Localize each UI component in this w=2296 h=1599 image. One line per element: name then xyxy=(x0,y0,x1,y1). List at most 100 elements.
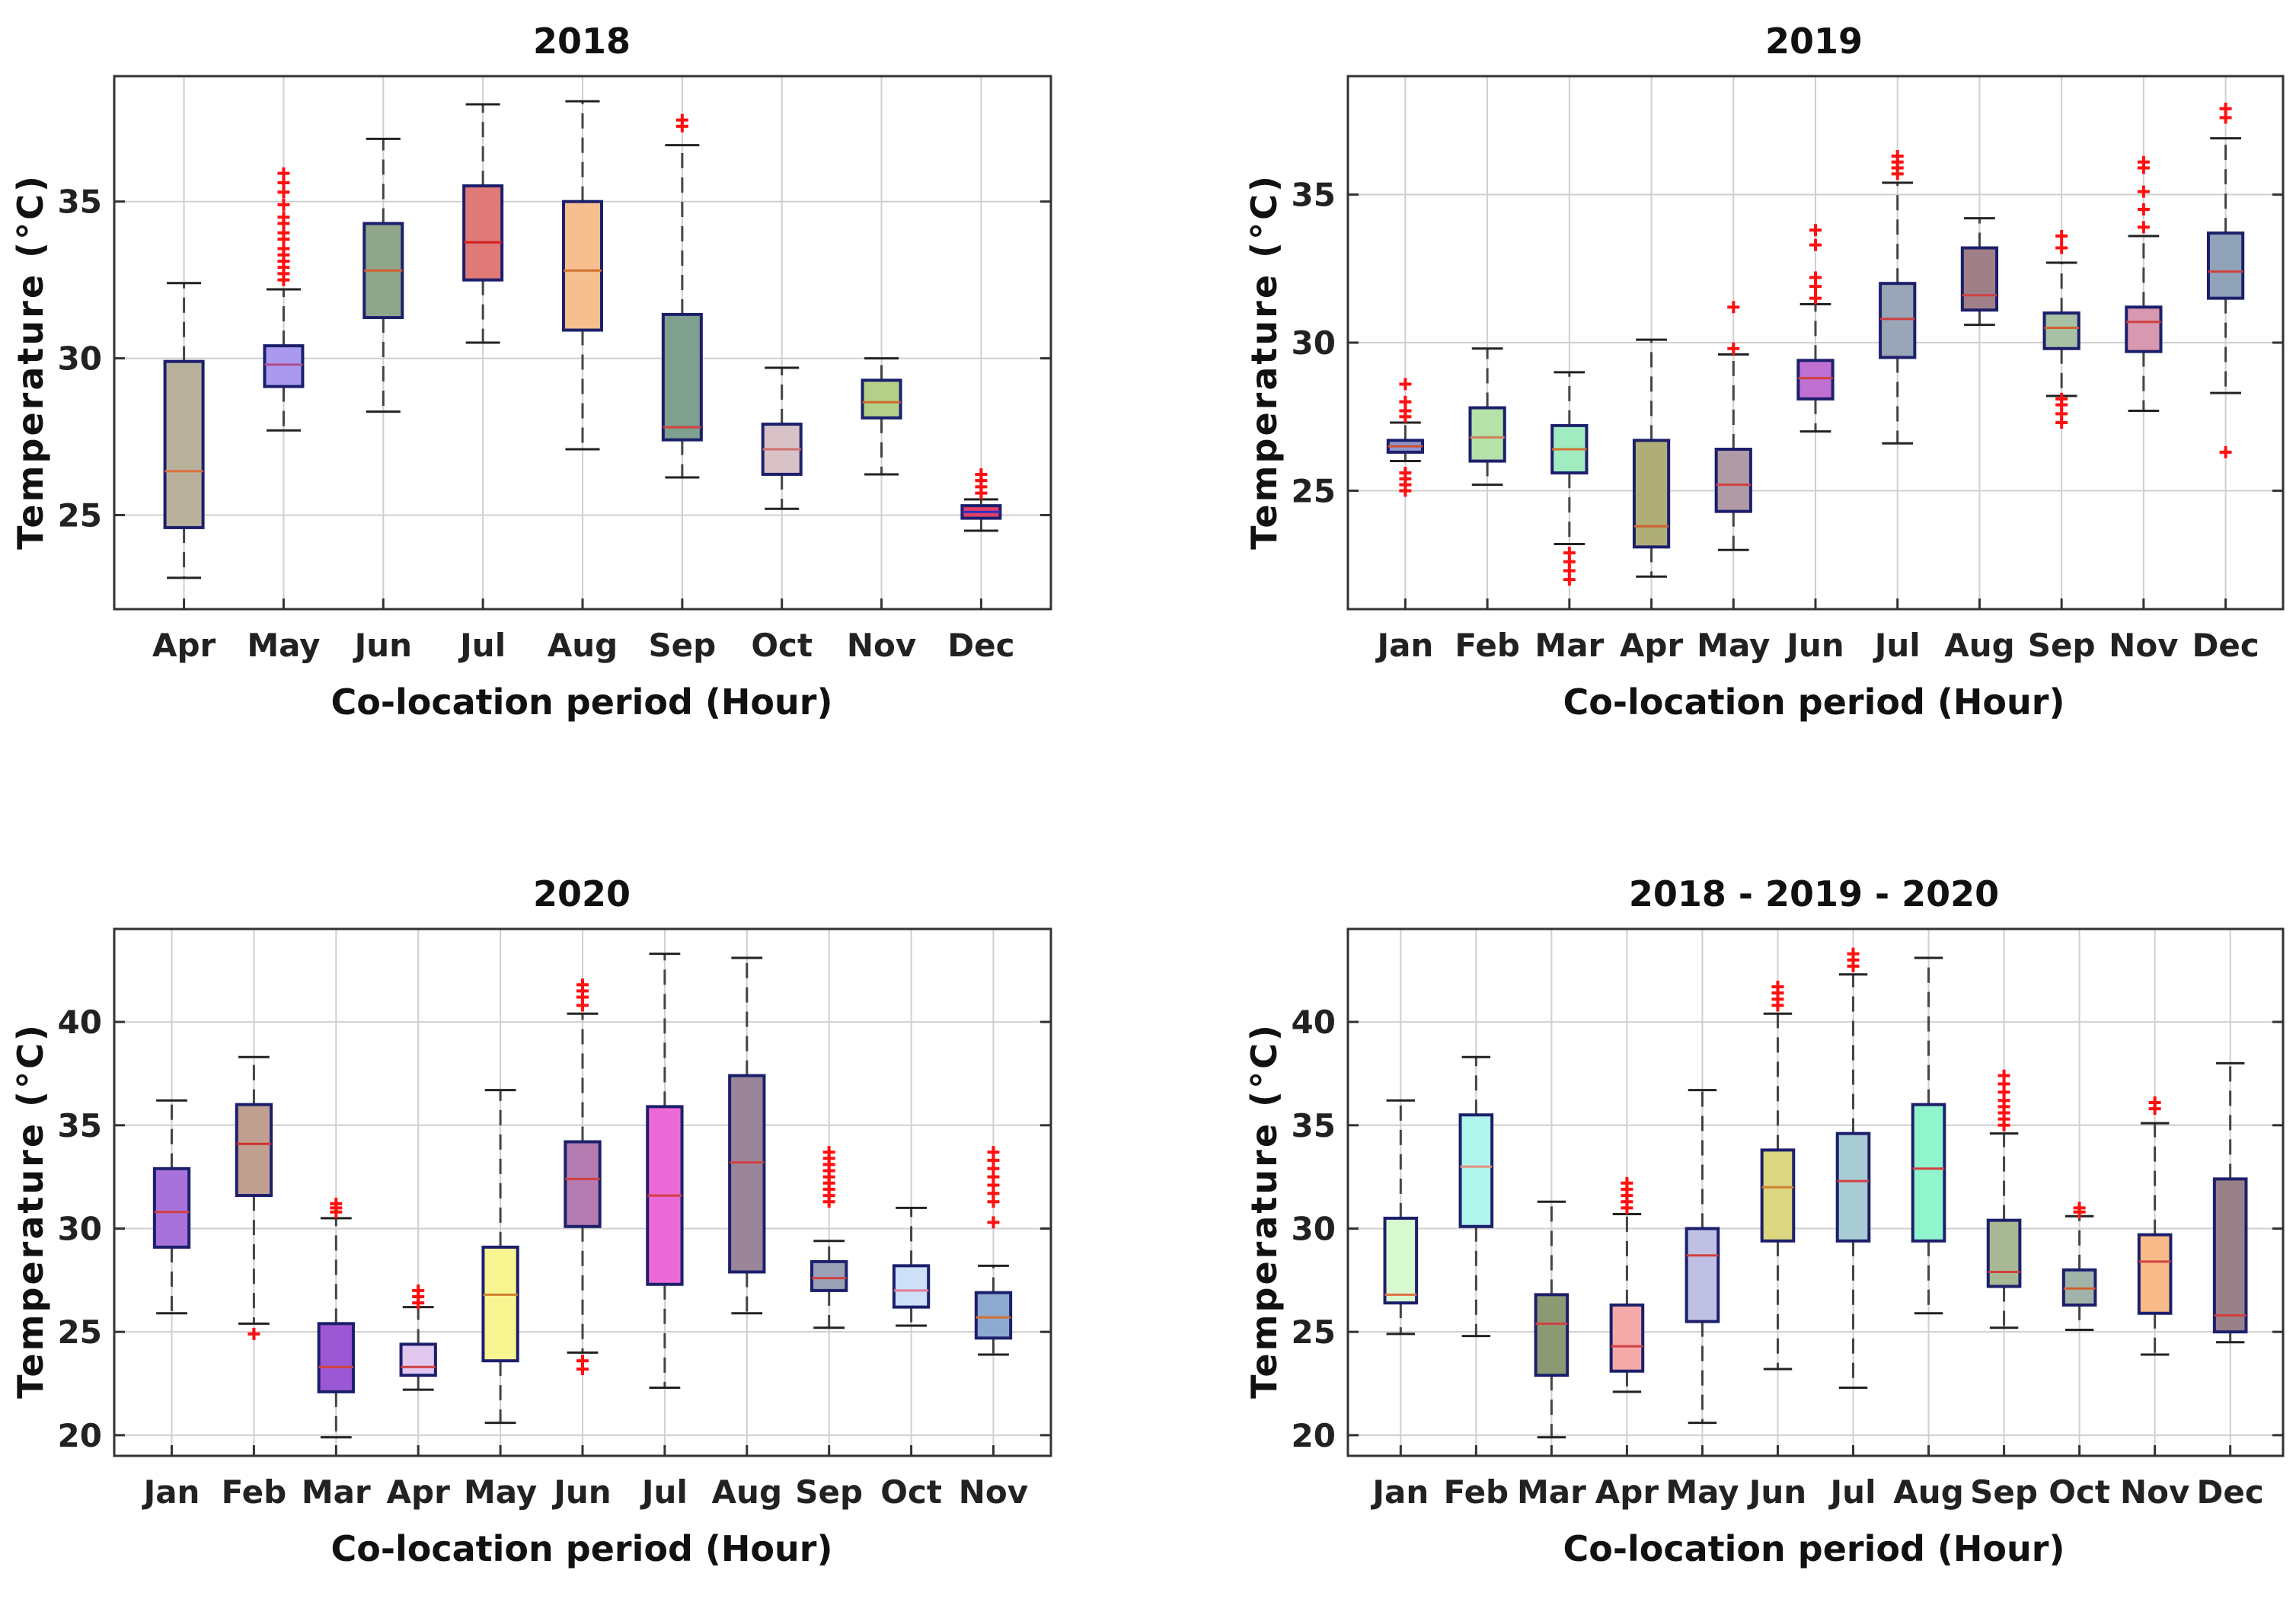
iqr-box xyxy=(2125,305,2163,353)
outlier xyxy=(330,1197,343,1210)
outlier xyxy=(576,978,589,991)
y-tick-label: 40 xyxy=(58,1004,102,1041)
outlier xyxy=(2219,102,2232,115)
box-may xyxy=(1714,301,1752,551)
box-mar xyxy=(1534,1200,1570,1439)
plot-area: 20 25 30 35 40 Jan Feb Mar Apr May Jun Jul Aug Sep Oct… xyxy=(58,927,1052,1511)
x-tick-label: Aug xyxy=(1893,1473,1963,1511)
iqr-box xyxy=(861,378,902,420)
outlier xyxy=(2055,241,2068,254)
outlier xyxy=(576,1355,589,1368)
outlier xyxy=(1399,467,1412,480)
x-tick-label: Jun xyxy=(1784,627,1844,664)
iqr-box xyxy=(462,184,504,282)
x-tick-label: Sep xyxy=(2028,627,2096,664)
iqr-box xyxy=(810,1259,848,1292)
y-tick-label: 30 xyxy=(1292,324,1336,362)
iqr-box xyxy=(661,312,703,442)
outlier xyxy=(975,468,988,480)
iqr-box xyxy=(1760,1148,1796,1243)
y-tick-label: 35 xyxy=(1292,1107,1336,1144)
outlier xyxy=(2148,1096,2161,1109)
iqr-box xyxy=(399,1342,437,1377)
x-axis-label: Co-location period (Hour) xyxy=(331,681,833,723)
x-tick-label: Apr xyxy=(1595,1473,1659,1511)
y-tick-label: 35 xyxy=(1292,177,1336,214)
x-tick-label: Sep xyxy=(648,627,716,664)
iqr-box xyxy=(1986,1218,2022,1288)
box-mar xyxy=(317,1197,355,1439)
iqr-box xyxy=(1383,1216,1419,1305)
box-nov xyxy=(2137,1096,2173,1356)
outlier xyxy=(822,1146,835,1159)
box-nov xyxy=(861,357,902,476)
x-tick-label: Nov xyxy=(2120,1473,2189,1511)
x-tick-label: Sep xyxy=(795,1473,863,1511)
x-tick-label: Aug xyxy=(712,1473,782,1511)
box-jun xyxy=(1796,224,1835,433)
outlier xyxy=(1891,150,1904,162)
x-tick-label: Jul xyxy=(640,1473,688,1511)
box-feb xyxy=(1458,1055,1494,1338)
box-dec xyxy=(960,468,1002,532)
box-nov xyxy=(974,1146,1013,1356)
plot-area: 25 30 35 Apr May Jun Jul Aug Sep Oct Nov Dec xyxy=(58,75,1052,664)
x-axis-label: Co-location period (Hour) xyxy=(1563,681,2065,723)
x-axis-label: Co-location period (Hour) xyxy=(1563,1528,2065,1569)
x-tick-label: Oct xyxy=(880,1473,942,1511)
box-feb xyxy=(1468,347,1506,487)
y-axis-label: Temperature (°C) xyxy=(1244,174,1285,550)
outlier xyxy=(1809,292,1822,305)
y-tick-label: 35 xyxy=(58,184,102,221)
box-jul xyxy=(1835,947,1871,1389)
iqr-box xyxy=(1609,1303,1645,1373)
outlier xyxy=(1727,342,1740,355)
outlier xyxy=(2219,445,2232,458)
panel-title: 2018 xyxy=(533,21,631,62)
outlier xyxy=(412,1284,425,1297)
box-jul xyxy=(646,953,684,1389)
outlier xyxy=(1621,1176,1633,1189)
x-tick-label: Nov xyxy=(847,627,916,664)
y-axis-label: Temperature (°C) xyxy=(10,174,51,550)
y-axis-label: Temperature (°C) xyxy=(10,1023,51,1399)
x-tick-label: Mar xyxy=(1534,627,1604,664)
iqr-box xyxy=(317,1322,355,1393)
outlier xyxy=(2137,155,2150,168)
box-feb xyxy=(235,1055,273,1340)
x-tick-label: Feb xyxy=(1444,1473,1509,1511)
iqr-box xyxy=(1684,1227,1720,1323)
panel-2019: 2019 25 30 35 Jan Feb Mar Apr May Jun Jul Aug Sep No… xyxy=(1244,21,2285,723)
iqr-box xyxy=(235,1103,273,1198)
x-axis-label: Co-location period (Hour) xyxy=(331,1528,833,1569)
x-tick-label: Jul xyxy=(458,627,506,664)
outlier xyxy=(2073,1202,2086,1214)
iqr-box xyxy=(152,1167,191,1249)
panel-2018: 2018 25 30 35 Apr May Jun Jul Aug Sep Oct Nov Dec C… xyxy=(10,21,1052,723)
iqr-box xyxy=(1879,282,1917,359)
box-may xyxy=(263,167,305,432)
box-aug xyxy=(562,100,603,451)
box-jun xyxy=(362,137,404,413)
box-dec xyxy=(2206,102,2245,458)
x-tick-label: Nov xyxy=(2109,627,2178,664)
y-tick-label: 25 xyxy=(1292,472,1336,509)
iqr-box xyxy=(2137,1233,2173,1315)
iqr-box xyxy=(1796,359,1835,401)
y-tick-label: 25 xyxy=(1292,1313,1336,1351)
box-jul xyxy=(1879,150,1917,445)
y-tick-label: 35 xyxy=(58,1107,102,1144)
x-tick-label: Aug xyxy=(1944,627,2014,664)
outlier xyxy=(1399,378,1412,391)
x-tick-label: Dec xyxy=(947,627,1014,664)
iqr-box xyxy=(1468,406,1506,463)
x-tick-label: Oct xyxy=(2049,1473,2110,1511)
box-dec xyxy=(2212,1061,2248,1344)
box-jan xyxy=(152,1099,191,1315)
x-tick-label: Oct xyxy=(751,627,813,664)
x-tick-label: May xyxy=(247,627,320,664)
iqr-box xyxy=(1714,448,1752,513)
outlier xyxy=(1809,271,1822,284)
iqr-box xyxy=(1960,246,1999,312)
